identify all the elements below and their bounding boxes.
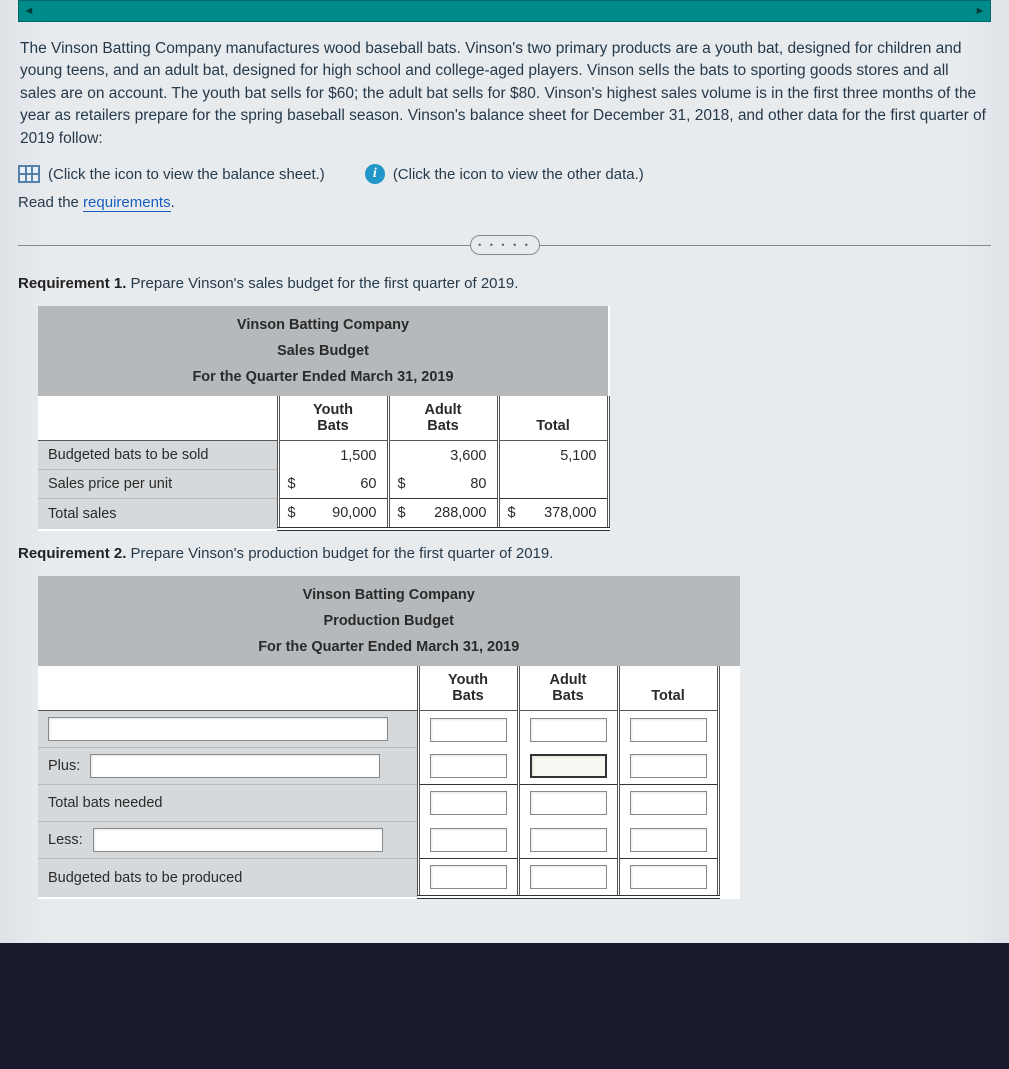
plus-label: Plus: (48, 758, 80, 774)
col-youth: YouthBats (278, 396, 388, 441)
cell-youth-price: $60 (278, 470, 388, 499)
company-name: Vinson Batting Company (48, 312, 598, 338)
horizontal-scrollbar[interactable]: ◄ ► (18, 0, 991, 22)
row-total-needed: Total bats needed (38, 785, 418, 822)
cell-total-sales: $378,000 (498, 499, 608, 530)
read-requirements: Read the requirements. (18, 194, 991, 211)
req2-text: Prepare Vinson's production budget for t… (126, 545, 553, 562)
company-name-2: Vinson Batting Company (48, 582, 730, 608)
read-prefix: Read the (18, 194, 83, 211)
table-icon (18, 165, 40, 183)
cell-total-price (498, 470, 608, 499)
production-budget-table: Vinson Batting Company Production Budget… (38, 576, 740, 899)
line-item-select-less[interactable] (93, 828, 383, 852)
cell-adult-qty: 3,600 (388, 441, 498, 470)
sales-budget-period: For the Quarter Ended March 31, 2019 (48, 364, 598, 390)
line-item-select-1[interactable] (48, 717, 388, 741)
cell-youth-sales: $90,000 (278, 499, 388, 530)
cell-adult-price: $80 (388, 470, 498, 499)
row-total-sales: Total sales (38, 499, 278, 530)
total-input-needed[interactable] (630, 791, 707, 815)
row-first-dropdown (38, 711, 418, 748)
balance-sheet-link-text: (Click the icon to view the balance shee… (48, 166, 325, 183)
row-less: Less: (38, 821, 418, 858)
cell-total-qty: 5,100 (498, 441, 608, 470)
req2-label: Requirement 2. (18, 545, 126, 562)
col-adult: AdultBats (388, 396, 498, 441)
prod-budget-period: For the Quarter Ended March 31, 2019 (48, 634, 730, 660)
sales-budget-title: Sales Budget (48, 338, 598, 364)
requirement-2-heading: Requirement 2. Prepare Vinson's producti… (18, 545, 991, 562)
adult-input-needed[interactable] (530, 791, 607, 815)
total-input-produced[interactable] (630, 865, 707, 889)
total-input-less[interactable] (630, 828, 707, 852)
view-balance-sheet-link[interactable]: (Click the icon to view the balance shee… (18, 165, 325, 183)
youth-input-produced[interactable] (430, 865, 507, 889)
youth-input-plus[interactable] (430, 754, 507, 778)
youth-input-needed[interactable] (430, 791, 507, 815)
row-produced: Budgeted bats to be produced (38, 858, 418, 897)
pcol-adult: AdultBats (518, 666, 618, 711)
pcol-youth: YouthBats (418, 666, 518, 711)
row-budgeted-sold: Budgeted bats to be sold (38, 441, 278, 470)
row-plus: Plus: (38, 748, 418, 785)
problem-statement: The Vinson Batting Company manufactures … (18, 32, 991, 158)
youth-input-1[interactable] (430, 718, 507, 742)
adult-input-plus[interactable] (530, 754, 607, 778)
less-label: Less: (48, 832, 83, 848)
expand-handle-icon[interactable]: • • • • • (470, 235, 540, 255)
total-input-1[interactable] (630, 718, 707, 742)
prod-budget-title: Production Budget (48, 608, 730, 634)
adult-input-produced[interactable] (530, 865, 607, 889)
sales-budget-header: Vinson Batting Company Sales Budget For … (38, 306, 608, 396)
req1-label: Requirement 1. (18, 275, 126, 292)
prod-budget-header: Vinson Batting Company Production Budget… (38, 576, 740, 666)
info-icon: i (365, 164, 385, 184)
col-total: Total (498, 396, 608, 441)
scroll-right-arrow[interactable]: ► (970, 1, 990, 21)
other-data-link-text: (Click the icon to view the other data.) (393, 166, 644, 183)
sales-budget-table: Vinson Batting Company Sales Budget For … (38, 306, 610, 531)
adult-input-less[interactable] (530, 828, 607, 852)
youth-input-less[interactable] (430, 828, 507, 852)
total-input-plus[interactable] (630, 754, 707, 778)
cell-youth-qty: 1,500 (278, 441, 388, 470)
line-item-select-plus[interactable] (90, 754, 380, 778)
view-other-data-link[interactable]: i (Click the icon to view the other data… (365, 164, 644, 184)
section-divider[interactable]: • • • • • (18, 233, 991, 257)
row-price: Sales price per unit (38, 470, 278, 499)
scroll-left-arrow[interactable]: ◄ (19, 1, 39, 21)
requirements-link[interactable]: requirements (83, 194, 171, 212)
adult-input-1[interactable] (530, 718, 607, 742)
pcol-total: Total (618, 666, 718, 711)
cell-adult-sales: $288,000 (388, 499, 498, 530)
req1-text: Prepare Vinson's sales budget for the fi… (126, 275, 518, 292)
requirement-1-heading: Requirement 1. Prepare Vinson's sales bu… (18, 275, 991, 292)
